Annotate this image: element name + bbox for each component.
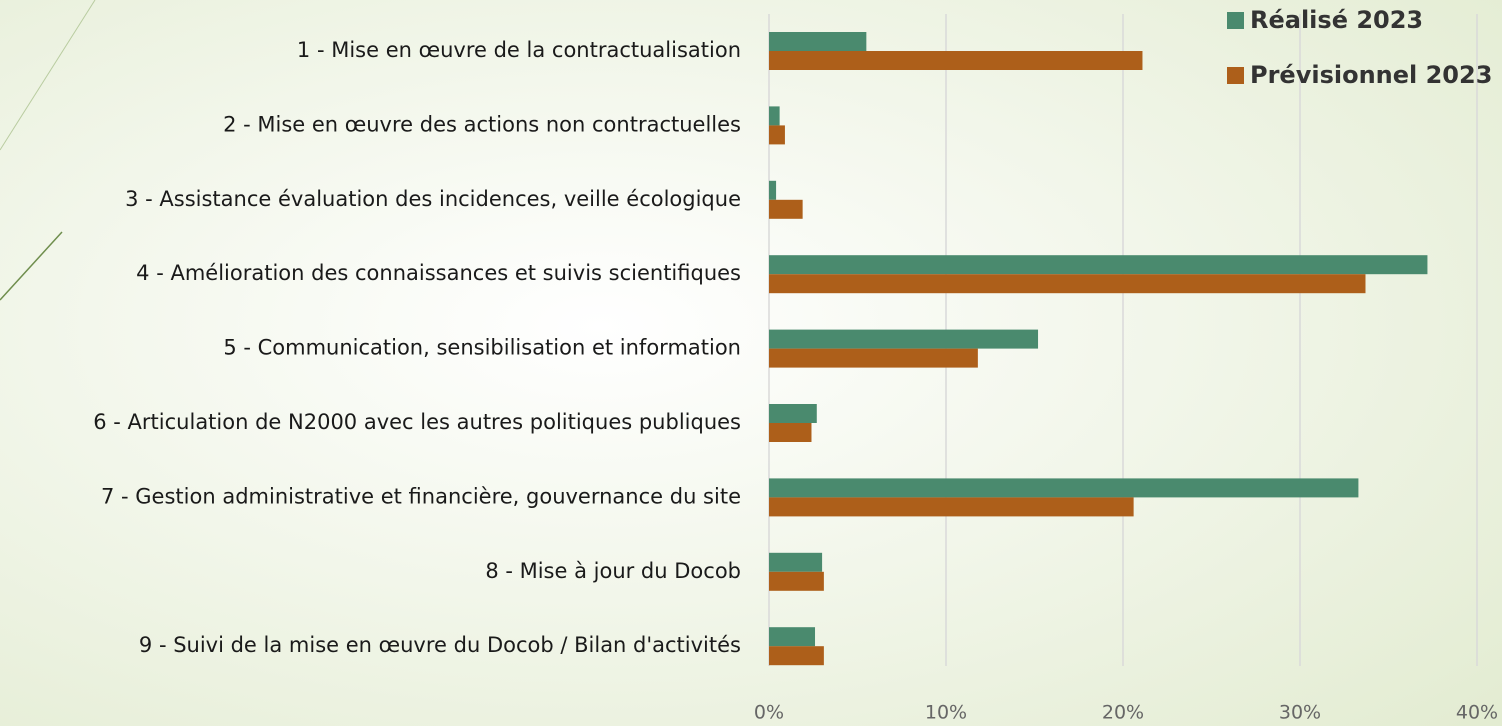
bar bbox=[769, 32, 867, 51]
y-tick-label: 5 - Communication, sensibilisation et in… bbox=[223, 336, 741, 360]
bar bbox=[769, 329, 1039, 349]
y-tick-label: 6 - Articulation de N2000 avec les autre… bbox=[93, 410, 741, 434]
y-tick-label: 2 - Mise en œuvre des actions non contra… bbox=[223, 112, 741, 136]
decor-line bbox=[0, 231, 63, 301]
bar bbox=[769, 571, 824, 591]
x-tick-label: 10% bbox=[925, 702, 967, 724]
x-tick-label: 30% bbox=[1279, 702, 1321, 724]
bar bbox=[769, 274, 1366, 294]
y-tick-label: 4 - Amélioration des connaissances et su… bbox=[136, 261, 741, 285]
x-tick-label: 20% bbox=[1102, 702, 1144, 724]
legend-label: Prévisionnel 2023 bbox=[1250, 61, 1492, 89]
bar bbox=[769, 255, 1428, 275]
bar bbox=[769, 51, 1143, 70]
bar bbox=[769, 627, 816, 647]
bar bbox=[769, 180, 777, 200]
y-tick-label: 9 - Suivi de la mise en œuvre du Docob /… bbox=[139, 633, 741, 657]
bar bbox=[769, 497, 1134, 517]
y-tick-label: 1 - Mise en œuvre de la contractualisati… bbox=[297, 38, 741, 62]
y-tick-label: 7 - Gestion administrative et financière… bbox=[101, 484, 741, 508]
bar bbox=[769, 404, 817, 423]
bar bbox=[769, 348, 978, 368]
legend-swatch bbox=[1227, 67, 1244, 84]
bar bbox=[769, 552, 823, 572]
legend-swatch bbox=[1227, 12, 1244, 29]
legend-label: Réalisé 2023 bbox=[1250, 6, 1423, 34]
x-tick-label: 40% bbox=[1456, 702, 1498, 724]
bar bbox=[769, 646, 824, 666]
bar bbox=[769, 423, 812, 442]
y-tick-label: 3 - Assistance évaluation des incidences… bbox=[125, 187, 741, 211]
decor-line bbox=[0, 0, 96, 151]
bar bbox=[769, 125, 785, 145]
y-tick-label: 8 - Mise à jour du Docob bbox=[485, 559, 741, 583]
bar bbox=[769, 199, 803, 219]
x-tick-label: 0% bbox=[754, 702, 784, 724]
bar bbox=[769, 478, 1359, 498]
bar bbox=[769, 106, 780, 126]
